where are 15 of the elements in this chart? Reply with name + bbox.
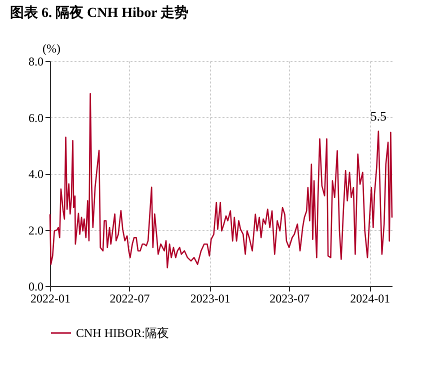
y-axis-title: (%): [42, 42, 60, 56]
legend-label: CNH HIBOR:隔夜: [76, 326, 170, 340]
x-tick-label: 2023-07: [270, 292, 310, 306]
y-tick-label: 6.0: [28, 110, 44, 125]
x-tick-label: 2022-07: [110, 292, 150, 306]
y-tick-label: 0.0: [28, 280, 44, 294]
x-tick-label: 2022-01: [30, 292, 70, 306]
y-tick-label: 4.0: [28, 167, 44, 181]
x-tick-label: 2024-01: [350, 292, 390, 306]
y-tick-label: 2.0: [28, 223, 44, 238]
chart-title: 图表 6. 隔夜 CNH Hibor 走势: [10, 4, 189, 21]
y-tick-label: 8.0: [28, 54, 44, 68]
annotation: 5.5: [370, 108, 387, 124]
x-tick-label: 2023-01: [190, 292, 230, 306]
line-series: [49, 92, 393, 268]
